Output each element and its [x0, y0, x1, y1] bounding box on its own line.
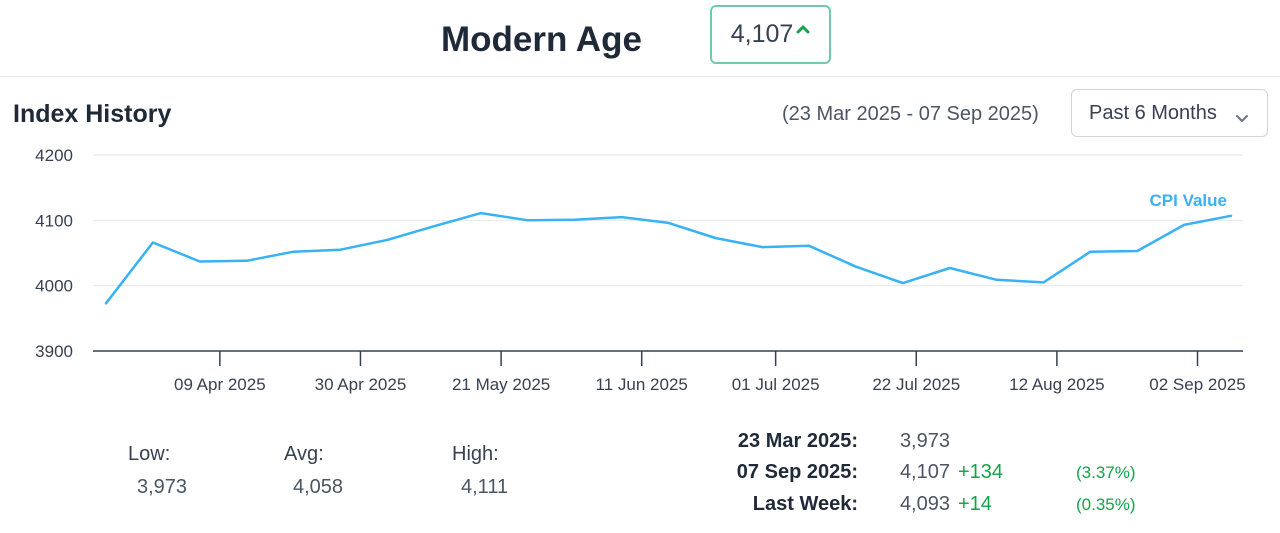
y-tick-label: 4100: [35, 211, 73, 230]
stat-high-value: 4,111: [461, 476, 509, 498]
current-value: 4,107: [730, 20, 794, 48]
series-label: CPI Value: [1150, 191, 1227, 210]
change-row-start: 23 Mar 2025: 3,973: [700, 430, 1160, 460]
current-value-badge: 4,107: [710, 5, 831, 64]
header-bar: Modern Age 4,107: [0, 0, 1280, 77]
x-tick-label: 22 Jul 2025: [872, 375, 960, 394]
section-title: Index History: [13, 100, 172, 128]
change-percent: (3.37%): [1076, 463, 1136, 482]
change-label: Last Week:: [752, 493, 858, 515]
y-tick-label: 4000: [35, 277, 73, 296]
change-amount: +14: [958, 493, 992, 515]
stat-avg-value: 4,058: [293, 476, 344, 498]
stat-high: High: 4,111: [452, 443, 508, 499]
date-range-label: (23 Mar 2025 - 07 Sep 2025): [782, 103, 1039, 125]
stat-low: Low: 3,973: [128, 443, 187, 499]
stat-low-value: 3,973: [137, 476, 188, 498]
x-tick-label: 11 Jun 2025: [596, 375, 688, 394]
x-tick-label: 02 Sep 2025: [1149, 375, 1245, 394]
x-tick-label: 09 Apr 2025: [174, 375, 266, 394]
period-select-value: Past 6 Months: [1089, 101, 1217, 124]
change-value: 3,973: [899, 430, 950, 452]
change-percent: (0.35%): [1076, 495, 1136, 514]
x-tick-label: 01 Jul 2025: [732, 375, 820, 394]
stat-high-label: High:: [452, 443, 499, 465]
change-value: 4,093: [899, 493, 950, 515]
series-line: [104, 211, 1233, 305]
stat-avg-label: Avg:: [284, 443, 324, 465]
change-label: 23 Mar 2025:: [737, 430, 858, 452]
x-tick-label: 30 Apr 2025: [315, 375, 407, 394]
period-select[interactable]: Past 6 Months: [1071, 89, 1268, 137]
x-tick-label: 12 Aug 2025: [1009, 375, 1104, 394]
change-row-end: 07 Sep 2025: 4,107 +134 (3.37%): [700, 461, 1160, 491]
change-value: 4,107: [899, 461, 950, 483]
up-arrow-icon: [796, 21, 810, 39]
page-title: Modern Age: [441, 20, 642, 59]
x-tick-label: 21 May 2025: [452, 375, 550, 394]
change-label: 07 Sep 2025:: [736, 461, 858, 483]
change-amount: +134: [958, 461, 1004, 483]
chevron-down-icon: [1235, 106, 1249, 129]
stat-low-label: Low:: [128, 443, 171, 465]
index-history-chart: 3900 4000 4100 4200 09 Apr 2025 30 Apr 2025 21…: [35, 146, 1246, 394]
stat-avg: Avg: 4,058: [284, 443, 343, 499]
y-tick-label: 3900: [35, 342, 73, 361]
y-tick-label: 4200: [35, 146, 73, 165]
change-row-week: Last Week: 4,093 +14 (0.35%): [700, 493, 1160, 523]
